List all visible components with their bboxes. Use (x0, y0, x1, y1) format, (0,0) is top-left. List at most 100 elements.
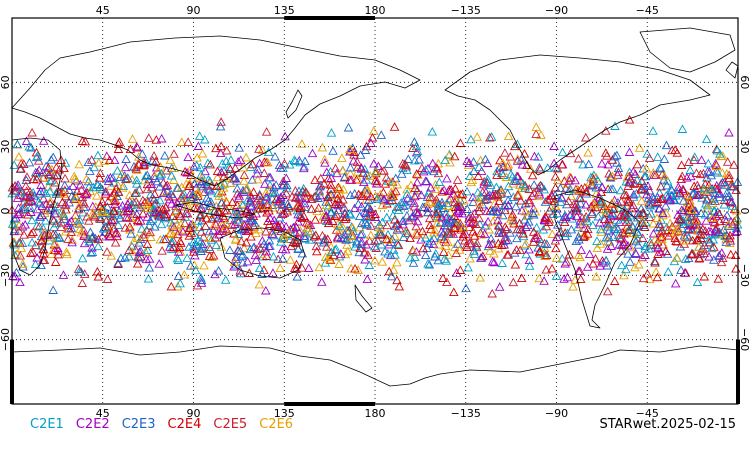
legend-item-c2e5: C2E5 (213, 417, 248, 432)
observation-marker (575, 274, 586, 283)
observation-marker (26, 229, 37, 238)
observation-marker (650, 257, 660, 267)
observation-marker (676, 265, 686, 274)
top-lon-label: 90 (187, 4, 201, 17)
observation-marker (571, 206, 582, 215)
observation-marker (169, 222, 179, 231)
observation-marker (52, 170, 63, 179)
observation-marker (557, 159, 567, 169)
observation-marker (365, 171, 375, 181)
observation-marker (328, 146, 338, 155)
observation-marker (520, 183, 530, 192)
observation-marker (469, 249, 480, 258)
observation-marker (711, 224, 721, 233)
observation-marker (615, 211, 625, 221)
observation-marker (21, 136, 32, 145)
observation-marker (517, 159, 528, 169)
observation-marker (375, 222, 386, 232)
observation-marker (138, 195, 148, 205)
observation-marker (683, 223, 694, 233)
observation-marker (217, 158, 228, 168)
observation-marker (366, 230, 376, 240)
observation-marker (498, 158, 508, 167)
observation-marker (204, 226, 215, 236)
observation-marker (21, 186, 32, 195)
observation-marker (227, 220, 237, 229)
observation-marker (500, 232, 510, 242)
observation-marker (469, 166, 479, 175)
observation-marker (474, 193, 484, 202)
observation-marker (393, 240, 404, 249)
observation-marker (592, 236, 602, 245)
observation-marker (708, 193, 719, 203)
observation-marker (389, 122, 400, 131)
observation-marker (539, 184, 549, 194)
observation-marker (376, 229, 387, 238)
observation-marker (131, 175, 142, 185)
observation-marker (172, 198, 182, 207)
observation-marker (83, 157, 94, 167)
observation-marker (130, 188, 140, 198)
observation-marker (566, 191, 576, 201)
observation-marker (408, 143, 418, 152)
observation-marker (278, 200, 288, 209)
observation-marker (325, 255, 336, 264)
observation-marker (60, 199, 71, 209)
observation-marker (443, 250, 454, 259)
bottom-lon-label: 45 (96, 407, 110, 420)
observation-marker (34, 221, 45, 231)
australia-coastline (219, 227, 306, 279)
observation-marker (654, 204, 665, 213)
observation-marker (347, 230, 357, 240)
observation-marker (469, 231, 480, 240)
observation-marker (662, 180, 672, 190)
observation-marker (490, 190, 501, 200)
observation-marker (386, 191, 397, 200)
observation-marker (196, 209, 206, 218)
observation-marker (216, 180, 226, 189)
observation-marker (575, 198, 586, 208)
observation-marker (726, 249, 736, 259)
observation-marker (678, 235, 689, 245)
observation-marker (146, 179, 157, 188)
observation-marker (123, 173, 133, 182)
observation-marker (648, 218, 659, 228)
observation-marker (683, 217, 694, 226)
observation-marker (628, 192, 639, 201)
observation-marker (392, 257, 402, 267)
observation-marker (27, 215, 37, 225)
observation-marker (527, 170, 538, 180)
observation-marker (388, 265, 399, 274)
observation-marker (624, 147, 635, 156)
observation-marker (245, 244, 256, 254)
observation-marker (155, 210, 166, 220)
observation-marker (657, 169, 668, 179)
observation-marker (376, 166, 387, 175)
observation-marker (186, 228, 197, 237)
observation-marker (722, 157, 733, 166)
observation-marker (268, 230, 279, 240)
observation-marker (667, 190, 677, 200)
observation-marker (181, 208, 191, 217)
observation-marker (515, 245, 525, 255)
observation-marker (623, 249, 633, 258)
observation-marker (59, 214, 69, 223)
observation-marker (149, 171, 159, 181)
observation-marker (619, 270, 629, 280)
observation-marker (639, 171, 650, 181)
observation-marker (349, 203, 360, 213)
observation-marker (423, 203, 433, 213)
observation-marker (109, 196, 120, 206)
observation-marker (646, 239, 656, 249)
observation-marker (439, 254, 450, 263)
observation-marker (196, 173, 207, 183)
observation-marker (653, 237, 663, 246)
observation-marker (174, 242, 185, 251)
observation-marker (397, 216, 408, 226)
observation-marker (123, 213, 133, 222)
observation-marker (124, 251, 134, 261)
observation-marker (351, 236, 362, 246)
observation-marker (179, 189, 189, 198)
japan-coastline (285, 89, 303, 119)
